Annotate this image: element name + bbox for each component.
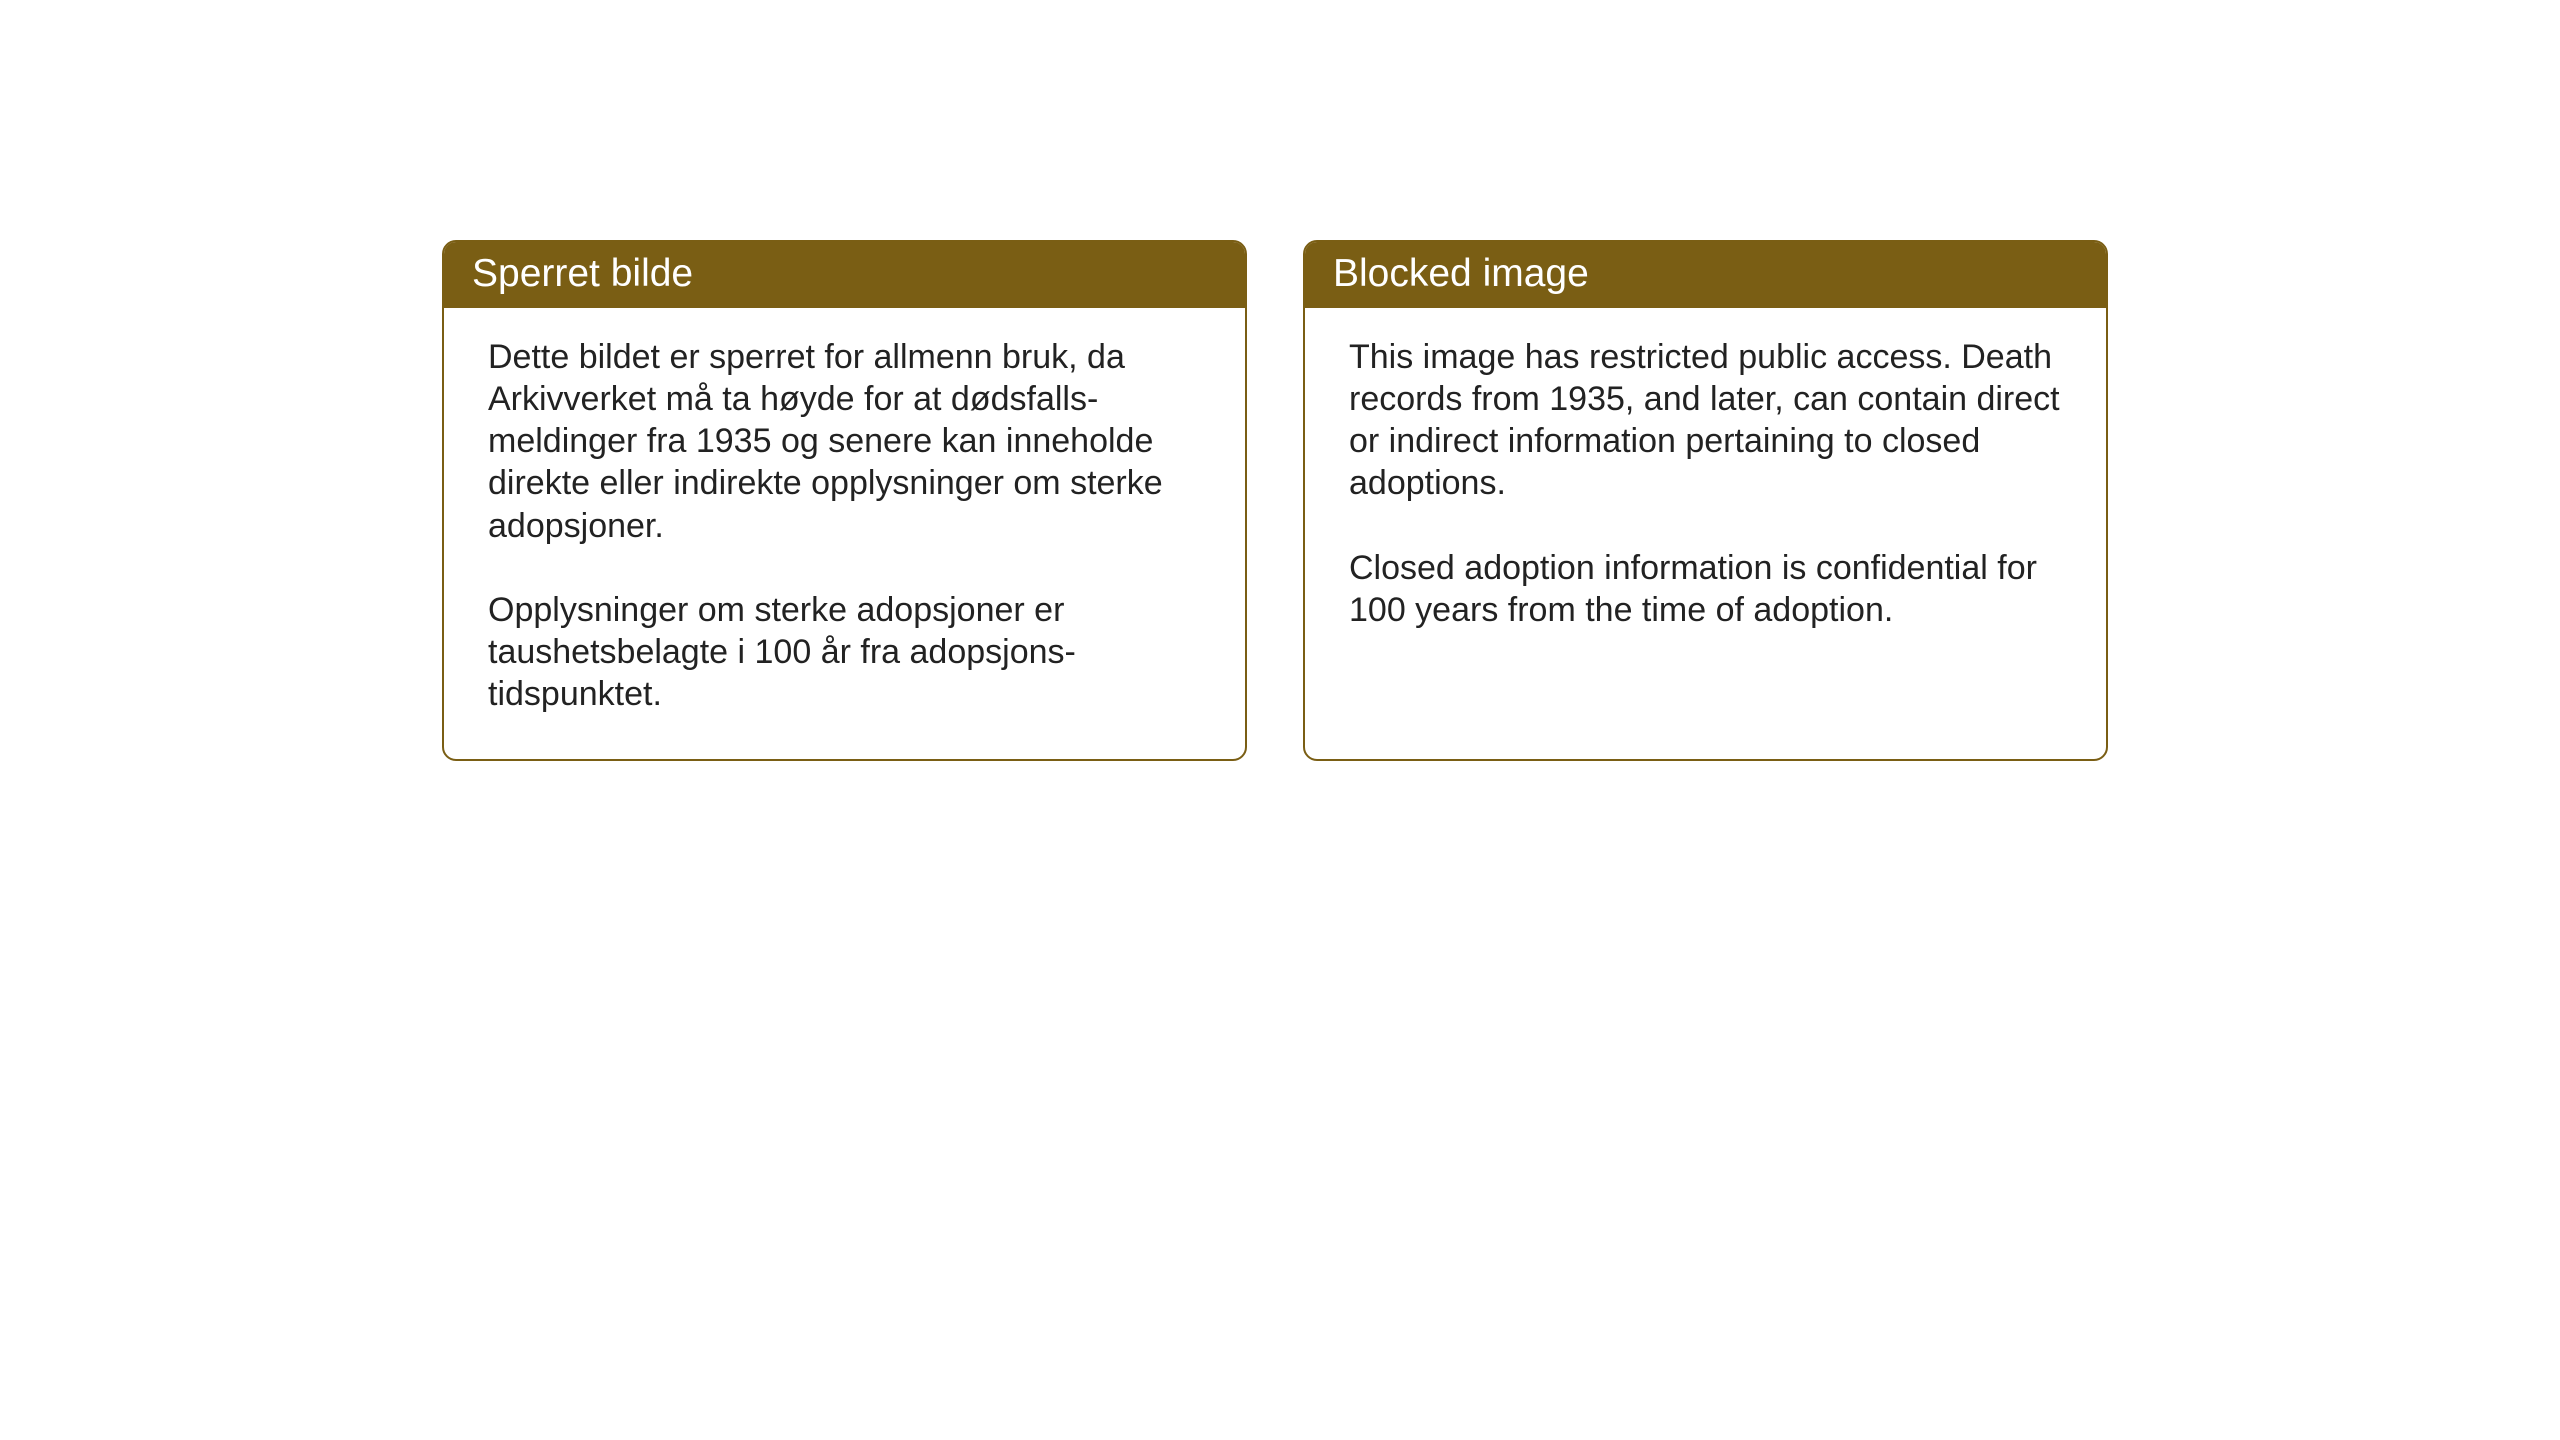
norwegian-panel: Sperret bilde Dette bildet er sperret fo… — [442, 240, 1247, 761]
english-para-2: Closed adoption information is confident… — [1349, 547, 2064, 631]
norwegian-para-2: Opplysninger om sterke adopsjoner er tau… — [488, 589, 1203, 715]
english-panel-body: This image has restricted public access.… — [1305, 308, 2106, 675]
norwegian-para-1: Dette bildet er sperret for allmenn bruk… — [488, 336, 1203, 547]
norwegian-panel-title: Sperret bilde — [444, 242, 1245, 308]
norwegian-panel-body: Dette bildet er sperret for allmenn bruk… — [444, 308, 1245, 759]
english-panel-title: Blocked image — [1305, 242, 2106, 308]
notice-container: Sperret bilde Dette bildet er sperret fo… — [442, 240, 2108, 761]
english-panel: Blocked image This image has restricted … — [1303, 240, 2108, 761]
english-para-1: This image has restricted public access.… — [1349, 336, 2064, 505]
